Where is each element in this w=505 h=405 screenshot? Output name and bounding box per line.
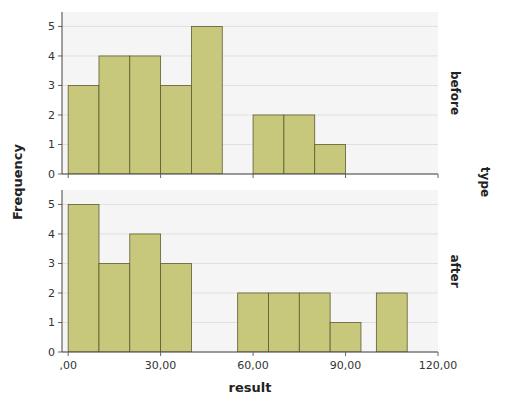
y-tick-label: 2: [48, 287, 55, 300]
bar: [330, 322, 361, 352]
y-tick-label: 0: [48, 346, 55, 359]
y-tick-line: [62, 26, 438, 27]
chart: 0 1 2 3 4 5 before Frequency type 0 1 2 3 4 5 ,00 30,00 6…: [0, 0, 505, 405]
bar: [315, 144, 346, 174]
y-tick-label: 1: [48, 138, 55, 151]
x-axis: [62, 174, 438, 175]
bar: [161, 263, 192, 352]
y-tick-label: 4: [48, 228, 55, 241]
panel: 0 1 2 3 4 5 ,00 30,00 60,00 90,00 120,00 after resul…: [48, 190, 462, 395]
x-tick: [253, 352, 254, 356]
plot-background: [62, 12, 438, 174]
y-axis: [62, 190, 63, 352]
panel-title: before: [448, 71, 462, 115]
y-tick-line: [62, 174, 438, 175]
x-tick: [345, 174, 346, 178]
y-tick-label: 1: [48, 316, 55, 329]
y-tick: [58, 233, 62, 234]
x-axis-label: result: [229, 380, 272, 395]
y-tick: [58, 55, 62, 56]
y-tick-label: 2: [48, 109, 55, 122]
y-tick: [58, 204, 62, 205]
y-tick: [58, 174, 62, 175]
y-tick: [58, 292, 62, 293]
y-tick: [58, 322, 62, 323]
bar: [238, 293, 269, 352]
y-tick-label: 0: [48, 168, 55, 181]
y-tick-label: 5: [48, 20, 55, 33]
y-tick-line: [62, 352, 438, 353]
x-tick: [160, 352, 161, 356]
y-tick-label: 4: [48, 50, 55, 63]
bar: [284, 115, 315, 174]
x-tick-label: 30,00: [145, 359, 177, 372]
x-tick: [68, 174, 69, 178]
y-axis-label: Frequency: [10, 143, 25, 220]
y-tick: [58, 26, 62, 27]
panel-title: after: [448, 254, 462, 287]
y-tick-label: 5: [48, 198, 55, 211]
y-tick: [58, 263, 62, 264]
bar: [68, 85, 99, 174]
y-tick-label: 3: [48, 257, 55, 270]
y-tick-line: [62, 233, 438, 234]
bar: [253, 115, 284, 174]
x-tick: [68, 352, 69, 356]
plot-background: [62, 190, 438, 352]
bar: [68, 204, 99, 352]
bar: [161, 85, 192, 174]
x-axis: [62, 352, 438, 353]
x-tick-label: ,00: [59, 359, 77, 372]
x-tick: [438, 174, 439, 178]
bar: [191, 26, 222, 174]
bars: [68, 204, 407, 352]
x-tick-label: 60,00: [237, 359, 269, 372]
y-tick: [58, 352, 62, 353]
y-tick: [58, 85, 62, 86]
bar: [268, 293, 299, 352]
y-tick-label: 3: [48, 79, 55, 92]
bar: [299, 293, 330, 352]
y-tick: [58, 114, 62, 115]
bar: [99, 263, 130, 352]
bar: [130, 234, 161, 352]
x-tick: [345, 352, 346, 356]
bars: [68, 26, 345, 174]
x-tick: [253, 174, 254, 178]
bar: [99, 56, 130, 174]
facet-label: type: [478, 167, 492, 197]
x-tick-label: 120,00: [419, 359, 458, 372]
bar: [130, 56, 161, 174]
x-tick: [438, 352, 439, 356]
panel: 0 1 2 3 4 5 before: [48, 12, 462, 181]
x-tick: [160, 174, 161, 178]
y-tick: [58, 144, 62, 145]
y-tick-line: [62, 204, 438, 205]
y-axis: [62, 12, 63, 174]
x-tick-label: 90,00: [330, 359, 362, 372]
bar: [376, 293, 407, 352]
